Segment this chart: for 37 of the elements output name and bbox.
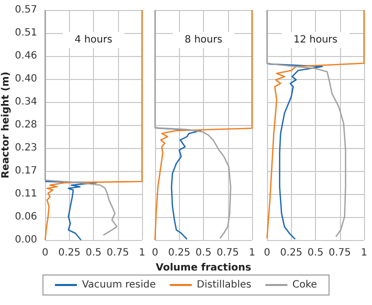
x-tick-label: 0.75	[216, 248, 239, 258]
legend-label: Coke	[292, 280, 318, 290]
y-tick-label: 0.17	[14, 166, 38, 176]
x-tick-label: 0.5	[86, 248, 102, 258]
x-tick-label: 0.25	[58, 248, 81, 258]
x-tick-label: 0	[264, 248, 270, 258]
y-axis-title: Reactor height (m)	[0, 72, 12, 178]
x-tick-label: 0.75	[106, 248, 129, 258]
y-tick-label: 0.51	[14, 28, 38, 38]
line-series	[44, 9, 118, 236]
x-tick-label: 0	[152, 248, 158, 258]
x-axis-title: Volume fractions	[156, 262, 252, 274]
x-tick-label: 0.25	[168, 248, 190, 258]
x-tick-label: 1	[138, 248, 146, 258]
line-series	[44, 9, 143, 241]
x-tick-label: 1	[360, 248, 368, 258]
y-tick-label: 0.34	[14, 96, 38, 108]
text: 8 hours	[184, 34, 222, 46]
legend-label: Distillables	[196, 280, 252, 290]
x-tick-label: 0.5	[196, 248, 212, 258]
x-tick-label: 0	[42, 248, 48, 258]
y-tick-label: 0.00	[14, 234, 38, 246]
text: 4 hours	[74, 34, 112, 46]
y-tick-label: 0.40	[14, 74, 38, 84]
line-series	[44, 180, 98, 241]
y-tick-label: 0.57	[14, 4, 38, 16]
x-tick-label: 1	[248, 248, 256, 258]
y-tick-label: 0.46	[14, 50, 38, 62]
legend-label: Vacuum reside	[82, 280, 156, 290]
y-tick-label: 0.28	[14, 120, 38, 130]
x-tick-label: 0.25	[280, 248, 302, 258]
x-tick-label: 0.5	[308, 248, 324, 258]
text: 12 hours	[293, 34, 338, 46]
x-tick-label: 0.75	[328, 248, 351, 258]
y-tick-label: 0.06	[14, 212, 38, 222]
y-tick-label: 0.11	[14, 188, 38, 200]
y-tick-label: 0.23	[14, 142, 38, 154]
